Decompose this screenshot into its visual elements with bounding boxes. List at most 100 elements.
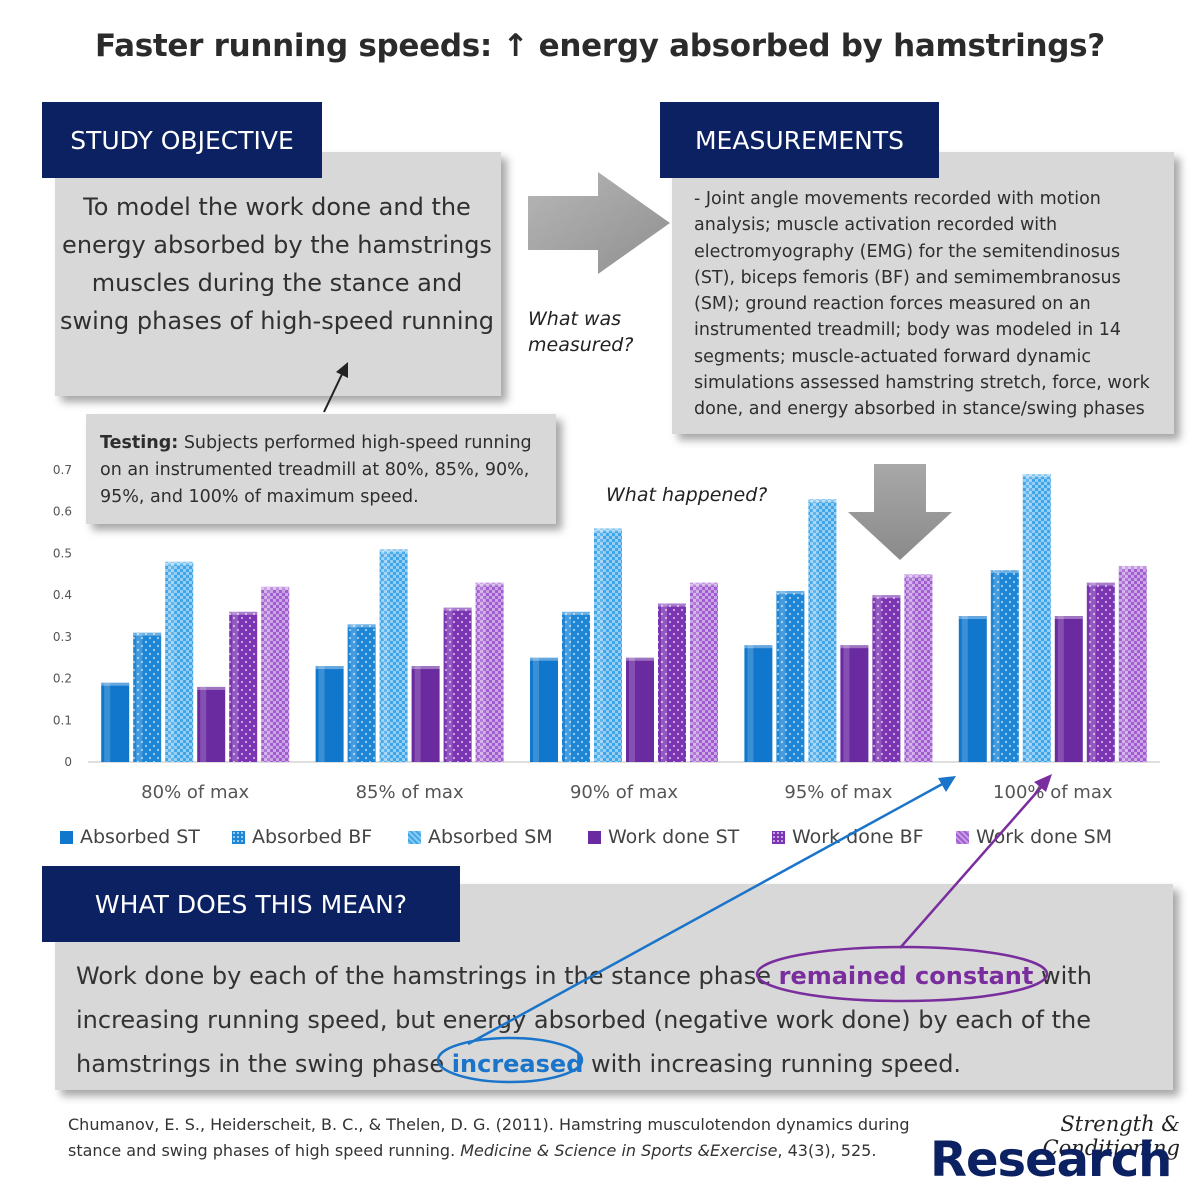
bar-pattern [165, 561, 194, 762]
legend-item: Work done ST [588, 826, 772, 848]
bar-pattern [776, 590, 805, 762]
legend-item: Absorbed SM [408, 826, 588, 848]
brand-logo: Research [930, 1132, 1172, 1188]
bar-pattern [443, 607, 472, 762]
what-happened-label: What happened? [606, 484, 768, 506]
bar [808, 499, 837, 762]
testing-text: Testing: Subjects performed high-speed r… [100, 430, 550, 511]
bar-pattern [475, 582, 504, 762]
y-tick-label: 0.5 [53, 546, 72, 560]
bar [990, 570, 1019, 762]
y-tick-label: 0.1 [53, 713, 72, 727]
bar [840, 645, 869, 762]
bar [475, 582, 504, 762]
bar-shine [693, 582, 699, 762]
bar-top [872, 595, 901, 599]
bar [958, 616, 987, 762]
bar-top [1118, 565, 1147, 569]
y-tick-label: 0.4 [53, 588, 72, 602]
bar-shine [1121, 565, 1128, 762]
down-arrow-icon [848, 464, 952, 560]
testing-label: Testing: [100, 433, 179, 453]
bar-top [101, 682, 130, 686]
meaning-part-1: Work done by each of the hamstrings in t… [76, 962, 779, 990]
y-tick-label: 0.2 [53, 672, 72, 686]
bar [1118, 565, 1147, 762]
bar-top [379, 549, 408, 553]
bar [1022, 474, 1051, 762]
legend-swatch [956, 830, 969, 844]
bar-top [658, 603, 686, 607]
bar-shine [747, 645, 754, 762]
bar-shine [1057, 616, 1064, 762]
citation-text: Chumanov, E. S., Heiderscheit, B. C., & … [68, 1115, 910, 1160]
bar-shine [168, 561, 175, 762]
measurements-label: MEASUREMENTS [660, 102, 939, 178]
citation: Chumanov, E. S., Heiderscheit, B. C., & … [68, 1112, 918, 1164]
bar-shine [629, 657, 635, 762]
bar-top [808, 499, 837, 503]
bar-top [197, 686, 226, 690]
y-tick-label: 0.6 [53, 505, 72, 519]
bar-top [958, 616, 987, 619]
bar-fill [530, 657, 558, 762]
bar [315, 666, 344, 762]
bar-shine [414, 666, 421, 762]
bar-shine [907, 574, 914, 762]
bar [690, 582, 718, 762]
study-objective-box [55, 152, 501, 396]
legend-item: Absorbed ST [60, 826, 232, 848]
page-title: Faster running speeds: ↑ energy absorbed… [95, 28, 1105, 64]
legend-label: Absorbed BF [252, 826, 373, 848]
study-objective-text: To model the work done and the energy ab… [60, 193, 494, 335]
bar-top [315, 666, 344, 670]
measurements-box [672, 152, 1174, 434]
bar-shine [533, 657, 539, 762]
bar-fill [626, 657, 654, 762]
legend-label: Work done ST [608, 826, 740, 848]
bar [133, 632, 162, 762]
bar-pattern [1022, 474, 1051, 762]
bar [904, 574, 933, 762]
bar-pattern [808, 499, 837, 762]
bar [872, 595, 901, 762]
bar [411, 666, 440, 762]
bar-shine [961, 616, 968, 762]
bar-pattern [594, 528, 622, 762]
legend-label: Absorbed SM [428, 826, 553, 848]
x-category-label: 95% of max [784, 782, 892, 803]
bar-shine [661, 603, 667, 762]
bar [658, 603, 686, 762]
bar-shine [779, 590, 786, 762]
bar-fill [840, 645, 869, 762]
bar-top [1054, 616, 1083, 619]
bar-top [229, 611, 258, 615]
citation-journal: Medicine & Science in Sports &Exercise [460, 1141, 778, 1160]
study-objective-label: STUDY OBJECTIVE [42, 102, 322, 178]
bar-pattern [379, 549, 408, 762]
meaning-part-3: with increasing running speed. [583, 1050, 962, 1078]
y-tick-label: 0.3 [53, 630, 72, 644]
legend-item: Work done SM [956, 826, 1146, 848]
meaning-label: WHAT DOES THIS MEAN? [42, 866, 460, 942]
meaning-highlight-constant: remained constant [778, 962, 1034, 990]
bar [1054, 616, 1083, 762]
bar [261, 586, 290, 762]
bar-top [261, 586, 290, 590]
bar-shine [446, 607, 453, 762]
bar [229, 611, 258, 762]
bar-shine [264, 586, 271, 762]
bar-shine [597, 528, 603, 762]
bar-shine [136, 632, 143, 762]
legend-swatch [232, 830, 245, 844]
legend-item: Work done BF [772, 826, 956, 848]
bar-shine [1089, 582, 1096, 762]
y-tick-label: 0 [64, 755, 72, 769]
bar [165, 561, 194, 762]
legend-item: Absorbed BF [232, 826, 408, 848]
x-category-label: 85% of max [356, 782, 464, 803]
bar-pattern [261, 586, 290, 762]
bar-fill [744, 645, 773, 762]
bar [562, 611, 590, 762]
bar [1086, 582, 1115, 762]
